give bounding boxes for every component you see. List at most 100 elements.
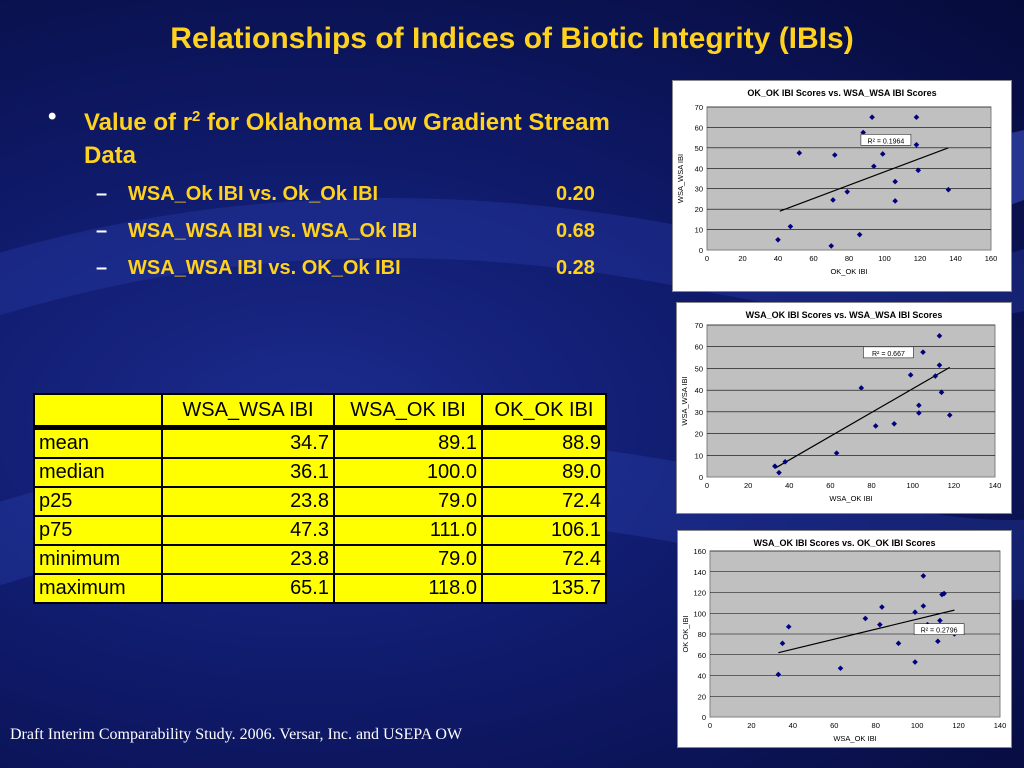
r2-box [860,134,912,146]
x-tick-label: 40 [774,254,782,263]
plot-area [706,106,992,251]
bullet-prefix: Value of r [84,109,193,136]
y-tick-label: 70 [695,103,703,112]
y-axis-label: WSA_WSA IBI [680,376,689,425]
chart-title: WSA_OK IBI Scores vs. WSA_WSA IBI Scores [746,310,943,320]
y-tick-label: 120 [693,589,706,598]
data-point [785,623,792,630]
x-axis-label: OK_OK IBI [830,267,867,276]
x-tick-label: 140 [989,481,1002,490]
bullet-sup: 2 [192,108,201,125]
main-bullet: • Value of r2 for Oklahoma Low Gradient … [48,100,618,172]
y-tick-label: 20 [698,692,706,701]
footer-citation: Draft Interim Comparability Study. 2006.… [10,726,463,743]
y-tick-label: 60 [695,343,703,352]
table-cell: 89.1 [333,425,483,459]
table-cell: 111.0 [333,515,483,546]
stats-table: WSA_WSA IBI WSA_OK IBI OK_OK IBI mean 34… [33,393,607,604]
scatter-chart-wsa-ok-vs-wsa-wsa: WSA_OK IBI Scores vs. WSA_WSA IBI Scores… [676,302,1012,514]
table-cell: 106.1 [481,515,607,546]
data-point [832,152,838,158]
x-tick-label: 120 [948,481,961,490]
y-tick-label: 40 [695,164,703,173]
data-point [941,590,947,597]
x-tick-label: 120 [952,721,965,730]
table-cell: 100.0 [333,457,483,488]
slide-title: Relationships of Indices of Biotic Integ… [170,22,854,55]
scatter-chart-wsa-ok-vs-ok-ok: WSA_OK IBI Scores vs. OK_OK IBI Scores 0 2… [677,530,1012,748]
table-row: maximum 65.1 118.0 135.7 [33,573,607,604]
y-tick-label: 50 [695,144,703,153]
data-point [772,463,778,469]
y-tick-label: 20 [695,205,703,214]
y-tick-label: 50 [695,364,703,373]
r2-label: R² = 0.667 [872,351,905,358]
table-row: p25 23.8 79.0 72.4 [33,486,607,517]
data-point [856,231,863,238]
table-cell: 118.0 [333,573,483,604]
y-tick-label: 30 [695,185,703,194]
data-point [833,450,840,456]
row-label: minimum [33,544,163,575]
table-cell: 23.8 [161,544,335,575]
data-point [907,372,914,378]
chart-title: OK_OK IBI Scores vs. WSA_WSA IBI Scores [747,88,936,98]
y-tick-label: 60 [698,651,706,660]
trendline [774,366,951,469]
table-cell: 89.0 [481,457,607,488]
row-label: p75 [33,515,163,546]
y-tick-label: 0 [699,246,703,255]
y-axis-label: WSA_WSA IBI [676,154,685,203]
y-tick-label: 140 [693,568,706,577]
sub-bullet-label: WSA_Ok IBI vs. Ok_Ok IBI [128,183,379,205]
x-tick-label: 60 [809,254,817,263]
y-tick-label: 30 [695,408,703,417]
data-point [858,385,865,391]
sub-bullet-value: 0.28 [556,257,595,279]
y-tick-label: 70 [695,321,703,330]
data-point [844,188,851,195]
y-tick-label: 20 [695,430,703,439]
table-header-cell: OK_OK IBI [481,393,607,429]
x-tick-label: 100 [906,481,919,490]
data-point [871,163,877,170]
y-tick-label: 40 [695,386,703,395]
x-tick-label: 60 [826,481,834,490]
data-point [787,223,794,230]
data-point [937,617,943,624]
x-tick-label: 0 [708,721,712,730]
sub-bullet-value: 0.68 [556,220,595,242]
data-point [946,412,953,418]
dash-icon: – [96,257,108,279]
x-tick-label: 0 [705,254,709,263]
x-tick-label: 40 [785,481,793,490]
y-tick-label: 0 [702,713,706,722]
data-point [913,141,920,148]
y-axis-label: OK OK_IBI [681,615,690,652]
x-tick-label: 40 [789,721,797,730]
trendline [779,147,949,212]
data-point [879,604,885,610]
x-tick-label: 20 [738,254,746,263]
y-tick-label: 40 [698,672,706,681]
data-point [945,186,952,193]
y-tick-label: 160 [693,547,706,556]
table-cell: 79.0 [333,544,483,575]
sub-bullet-value: 0.20 [556,183,595,205]
y-tick-label: 100 [693,609,706,618]
table-header-cell [33,393,163,429]
table-header-row: WSA_WSA IBI WSA_OK IBI OK_OK IBI [33,393,607,429]
data-point [869,114,875,121]
x-tick-label: 140 [949,254,962,263]
x-tick-label: 20 [747,721,755,730]
table-header-cell: WSA_WSA IBI [161,393,335,429]
y-tick-label: 0 [699,473,703,482]
r2-label: R² = 0.1964 [868,138,905,145]
sub-bullet-label: WSA_WSA IBI vs. WSA_Ok IBI [128,220,418,242]
row-label: median [33,457,163,488]
table-cell: 79.0 [333,486,483,517]
data-point [782,459,788,465]
table-cell: 72.4 [481,486,607,517]
data-point [935,638,941,645]
table-row: median 36.1 100.0 89.0 [33,457,607,488]
